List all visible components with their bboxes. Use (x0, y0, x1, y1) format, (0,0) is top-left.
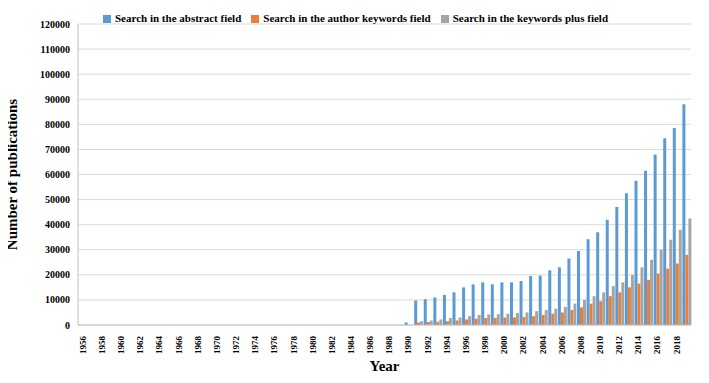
svg-text:80000: 80000 (45, 119, 70, 130)
svg-text:1976: 1976 (269, 336, 279, 355)
svg-text:2010: 2010 (595, 336, 605, 355)
svg-text:1992: 1992 (423, 336, 433, 355)
svg-text:2000: 2000 (499, 336, 509, 355)
svg-text:2002: 2002 (518, 336, 528, 355)
svg-text:2014: 2014 (633, 336, 643, 355)
svg-text:1994: 1994 (442, 336, 452, 355)
svg-text:1972: 1972 (231, 336, 241, 355)
svg-text:1986: 1986 (365, 336, 375, 355)
svg-text:2016: 2016 (652, 336, 662, 355)
svg-text:1982: 1982 (327, 336, 337, 355)
svg-text:110000: 110000 (41, 44, 70, 55)
svg-text:1958: 1958 (97, 336, 107, 355)
svg-text:1974: 1974 (250, 336, 260, 355)
svg-text:1962: 1962 (135, 336, 145, 355)
svg-text:1996: 1996 (461, 336, 471, 355)
svg-text:70000: 70000 (45, 144, 70, 155)
svg-text:100000: 100000 (40, 69, 70, 80)
svg-text:120000: 120000 (40, 19, 70, 30)
svg-text:Year: Year (370, 358, 400, 374)
svg-text:40000: 40000 (45, 219, 70, 230)
svg-text:2012: 2012 (614, 336, 624, 355)
svg-text:1978: 1978 (289, 336, 299, 355)
svg-text:1990: 1990 (403, 336, 413, 355)
svg-text:2008: 2008 (576, 336, 586, 355)
svg-text:50000: 50000 (45, 194, 70, 205)
svg-text:Number of publications: Number of publications (8, 99, 20, 251)
svg-text:30000: 30000 (45, 244, 70, 255)
svg-text:1998: 1998 (480, 336, 490, 355)
html-text:Search in the keywords plus fi: Search in the keywords plus field (452, 12, 608, 24)
svg-text:1980: 1980 (308, 336, 318, 355)
svg-text:0: 0 (65, 320, 70, 331)
svg-text:2004: 2004 (538, 336, 548, 355)
svg-text:1964: 1964 (154, 336, 164, 355)
svg-text:60000: 60000 (45, 169, 70, 180)
html-text:Search in the abstract field: Search in the abstract field (115, 12, 242, 24)
svg-text:1968: 1968 (193, 336, 203, 355)
svg-text:1956: 1956 (78, 336, 88, 355)
svg-text:90000: 90000 (45, 94, 70, 105)
html-text:Search in the author keywords: Search in the author keywords field (263, 12, 431, 24)
svg-text:1966: 1966 (174, 336, 184, 355)
svg-text:20000: 20000 (45, 269, 70, 280)
svg-text:10000: 10000 (45, 294, 70, 305)
svg-text:2018: 2018 (672, 336, 682, 355)
svg-text:1984: 1984 (346, 336, 356, 355)
svg-text:1960: 1960 (116, 336, 126, 355)
svg-text:1970: 1970 (212, 336, 222, 355)
svg-text:1988: 1988 (384, 336, 394, 355)
svg-text:2006: 2006 (557, 336, 567, 355)
